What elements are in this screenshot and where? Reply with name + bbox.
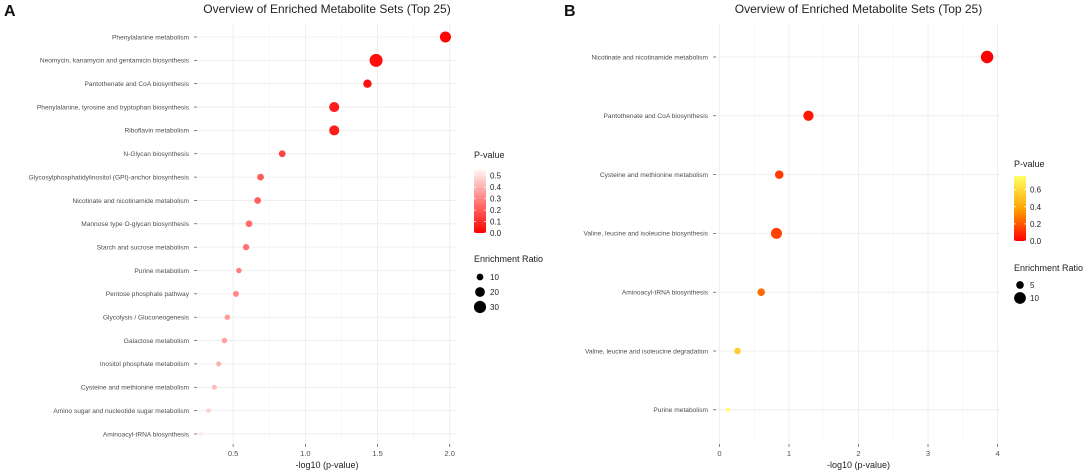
y-tick-label: Starch and sucrose metabolism — [97, 244, 190, 251]
y-tick-label: Pentose phosphate pathway — [106, 291, 190, 298]
chart-panel-b: B Overview of Enriched Metabolite Sets (T… — [564, 2, 1083, 470]
y-tick-label: Pantothenate and CoA biosynthesis — [604, 113, 709, 120]
x-tick-label: 1.5 — [372, 449, 382, 458]
x-tick-label: 1 — [787, 449, 791, 458]
legend-size-title: Enrichment Ratio — [1014, 263, 1083, 273]
y-tick-label: Inositol phosphate metabolism — [100, 361, 190, 368]
legend-size-label: 20 — [490, 288, 499, 297]
x-axis-label: -log10 (p-value) — [295, 460, 358, 470]
data-point — [770, 227, 782, 239]
chart-panel-a: A Overview of Enriched Metabolite Sets (T… — [4, 2, 543, 470]
chart-title: Overview of Enriched Metabolite Sets (To… — [203, 2, 450, 16]
legend-size-label: 10 — [1030, 294, 1039, 303]
y-tick-label: Nicotinate and nicotinamide metabolism — [591, 54, 708, 61]
data-point — [216, 361, 222, 367]
legend-color-title: P-value — [1014, 159, 1045, 169]
legend-size-label: 30 — [490, 303, 499, 312]
y-tick-label: Pantothenate and CoA biosynthesis — [85, 81, 190, 88]
legend-color-label: 0.4 — [1030, 203, 1042, 212]
panel-letter: B — [564, 3, 576, 20]
y-tick-label: Valine, leucine and isoleucine degradati… — [585, 348, 708, 355]
y-tick-label: Purine metabolism — [653, 407, 708, 414]
x-tick-label: 2 — [856, 449, 860, 458]
y-tick-label: Cysteine and methionine metabolism — [81, 385, 190, 392]
data-point — [329, 102, 340, 113]
data-point — [725, 407, 730, 412]
x-tick-label: 0.5 — [228, 449, 238, 458]
y-tick-label: Valine, leucine and isoleucine biosynthe… — [583, 231, 708, 238]
data-point — [439, 31, 451, 43]
x-tick-label: 4 — [995, 449, 999, 458]
y-tick-label: Phenylalanine metabolism — [112, 34, 189, 41]
y-tick-label: Cysteine and methionine metabolism — [600, 172, 709, 179]
x-tick-label: 3 — [926, 449, 930, 458]
data-point — [774, 170, 784, 179]
plot-panel — [197, 24, 457, 444]
y-tick-label: Aminoacyl-tRNA biosynthesis — [103, 431, 190, 438]
data-point — [233, 290, 239, 297]
data-point — [221, 337, 228, 344]
legend-size-label: 10 — [490, 273, 499, 282]
legend-size-key — [475, 287, 485, 297]
y-tick-label: Glycosylphosphatidylinositol (GPI)-ancho… — [28, 174, 189, 181]
data-point — [734, 347, 741, 355]
data-point — [278, 150, 286, 158]
y-tick-label: Riboflavin metabolism — [125, 128, 190, 135]
legend-size-key — [1016, 281, 1024, 289]
data-point — [757, 288, 765, 297]
legend-color-label: 0.0 — [490, 229, 502, 238]
legend-color-label: 0.2 — [490, 206, 502, 215]
data-point — [329, 125, 340, 136]
legend-color-label: 0.2 — [1030, 220, 1042, 229]
legend-color-label: 0.3 — [490, 195, 502, 204]
y-tick-label: Nicotinate and nicotinamide metabolism — [72, 198, 189, 205]
data-point — [803, 110, 814, 121]
legend-color-label: 0.0 — [1030, 237, 1042, 246]
y-tick-label: Mannose type O-glycan biosynthesis — [81, 221, 189, 228]
y-tick-label: Amino sugar and nucleotide sugar metabol… — [53, 408, 189, 415]
data-point — [224, 314, 231, 320]
data-point — [369, 53, 383, 67]
data-point — [363, 79, 372, 88]
chart-title: Overview of Enriched Metabolite Sets (To… — [735, 2, 982, 16]
legend-size-title: Enrichment Ratio — [474, 254, 543, 264]
y-tick-label: N-Glycan biosynthesis — [123, 151, 189, 158]
x-tick-label: 2.0 — [445, 449, 455, 458]
x-tick-label: 1.0 — [300, 449, 310, 458]
data-point — [199, 431, 204, 436]
y-tick-label: Aminoacyl-tRNA biosynthesis — [622, 290, 709, 297]
legend-color-label: 0.4 — [490, 183, 502, 192]
y-tick-label: Glycolysis / Gluconeogenesis — [103, 315, 190, 322]
legend: P-value 0.5 0.4 0.3 0.2 0.1 0.0 Enrichment Rati… — [473, 150, 543, 314]
legend-color-title: P-value — [474, 150, 505, 160]
data-point — [236, 267, 242, 274]
legend-colorbar — [474, 170, 486, 233]
data-point — [254, 197, 262, 204]
y-tick-label: Galactose metabolism — [124, 338, 190, 345]
x-axis-label: -log10 (p-value) — [827, 460, 890, 470]
y-tick-label: Purine metabolism — [134, 268, 189, 275]
data-point — [257, 173, 264, 181]
y-tick-label: Phenylalanine, tyrosine and tryptophan b… — [37, 104, 190, 111]
data-point — [211, 384, 217, 390]
x-tick-label: 0 — [717, 449, 721, 458]
legend-size-label: 5 — [1030, 281, 1035, 290]
legend-size-key — [473, 300, 487, 314]
y-tick-label: Neomycin, kanamycin and gentamicin biosy… — [40, 58, 190, 65]
legend-size-key — [476, 273, 484, 281]
panel-letter: A — [4, 3, 16, 20]
data-point — [206, 408, 211, 413]
legend: P-value 0.6 0.4 0.2 0.0 Enrichment Ratio 5 10 — [1014, 159, 1083, 304]
legend-color-label: 0.1 — [490, 218, 502, 227]
legend-color-label: 0.5 — [490, 172, 502, 181]
data-point — [245, 220, 253, 228]
legend-color-label: 0.6 — [1030, 186, 1042, 195]
data-point — [242, 243, 250, 251]
legend-colorbar — [1014, 176, 1026, 241]
legend-size-key — [1014, 292, 1026, 304]
data-point — [980, 50, 994, 64]
